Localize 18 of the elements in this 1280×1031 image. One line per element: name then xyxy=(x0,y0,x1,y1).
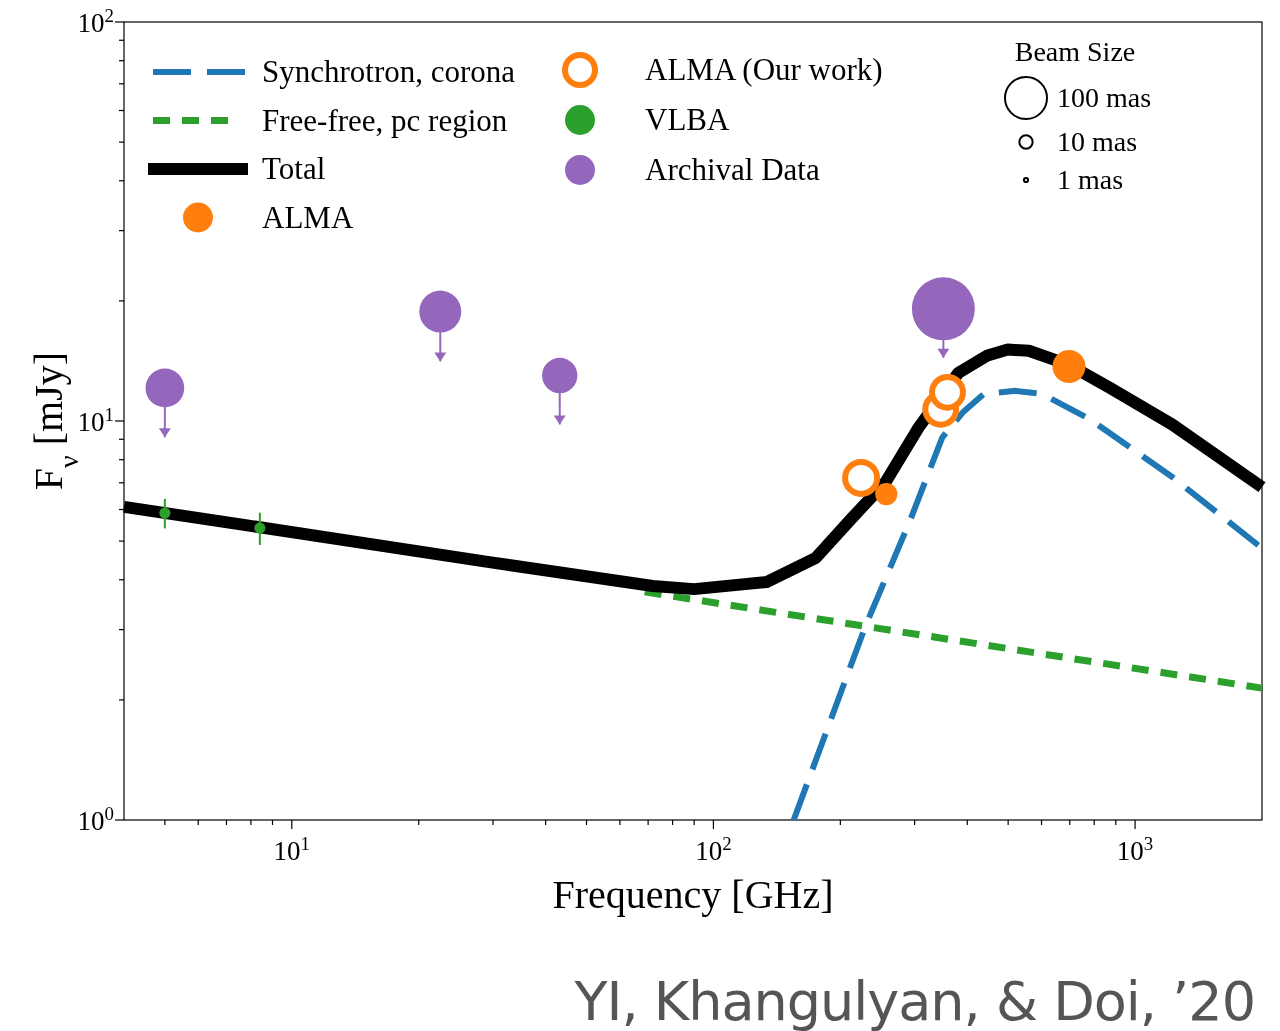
y-tick-label: 10$^{2}$ xyxy=(77,4,114,38)
text: YI, Khangulyan, & Doi, ’20 xyxy=(573,970,1255,1031)
legend-label: ALMA xyxy=(262,199,354,235)
legend-label: 1 mas xyxy=(1057,164,1124,195)
y-tick-label: 10$^{0}$ xyxy=(77,802,114,836)
legend-label: Total xyxy=(262,151,326,186)
x-tick-label: 10$^{3}$ xyxy=(1116,832,1154,866)
legend-label: ALMA (Our work) xyxy=(645,52,883,87)
legend-title: Beam Size xyxy=(1014,36,1136,67)
x-axis-title: Frequency [GHz] xyxy=(552,872,834,917)
legend-label: Archival Data xyxy=(645,152,820,187)
legend-label: 10 mas xyxy=(1057,126,1138,157)
legend-label: VLBA xyxy=(645,102,730,137)
legend-label: Free-free, pc region xyxy=(262,102,508,138)
x-tick-label: 10$^{1}$ xyxy=(273,832,311,866)
legend-label: Synchrotron, corona xyxy=(262,54,516,89)
legend-label: 100 mas xyxy=(1057,82,1152,113)
x-tick-label: 10$^{2}$ xyxy=(695,832,732,866)
